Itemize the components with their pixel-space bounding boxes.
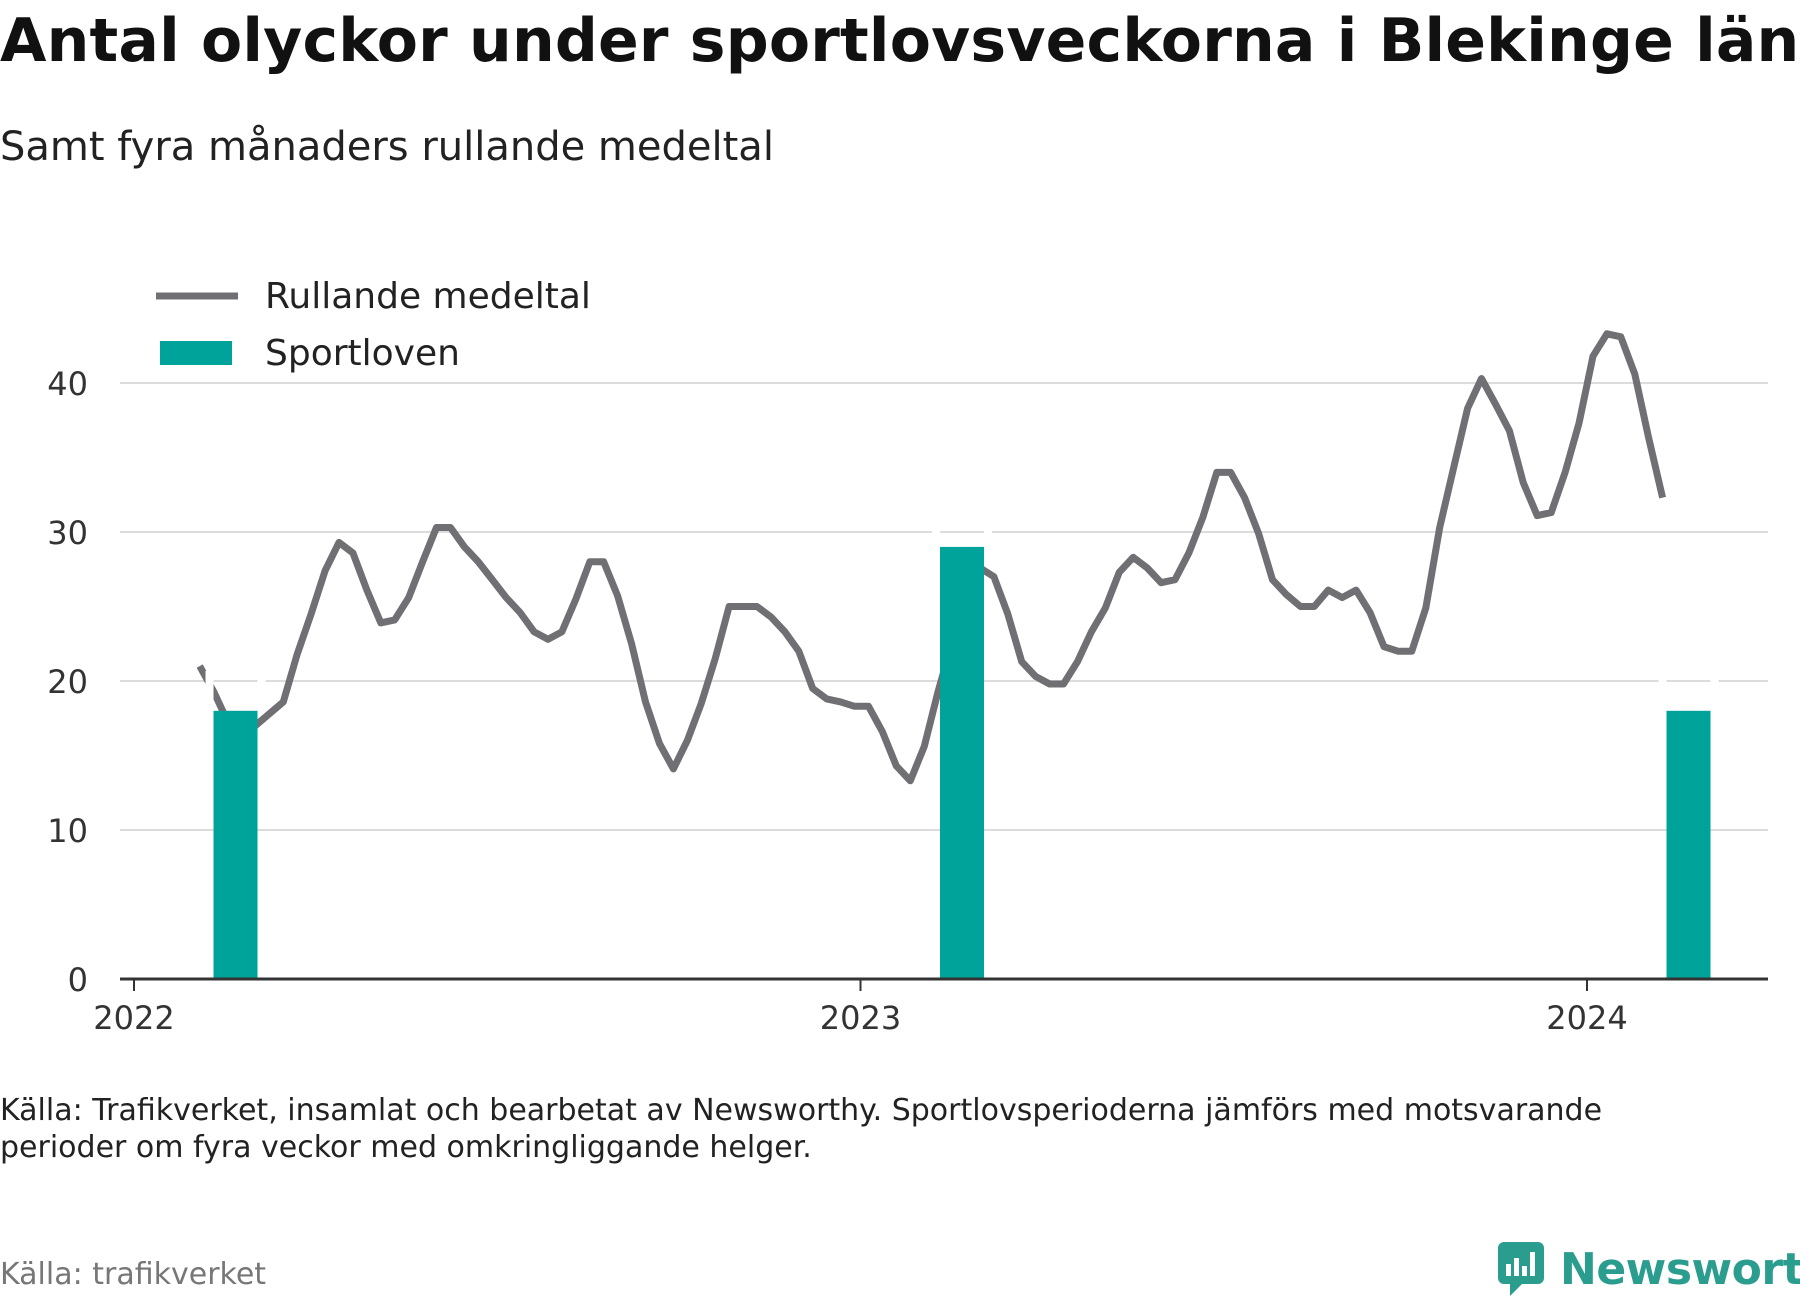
chart-subtitle: Samt fyra månaders rullande medeltal <box>0 124 774 170</box>
bar-sportloven <box>940 546 985 979</box>
bar-gap <box>257 670 266 709</box>
legend: Rullande medeltal Sportloven <box>140 268 600 378</box>
chart-title: Antal olyckor under sportlovsveckorna i … <box>0 6 1800 76</box>
legend-swatch-bar <box>160 341 232 365</box>
x-tick-label: 2024 <box>1546 999 1627 1037</box>
y-tick-label: 10 <box>47 812 88 850</box>
y-tick-labels: 0 10 20 30 40 <box>47 365 88 999</box>
bar-gap <box>984 506 993 545</box>
bar-sportloven <box>213 710 258 979</box>
legend-label: Sportloven <box>265 333 460 374</box>
line-rullande-medeltal <box>196 330 1719 785</box>
bar-sportloven <box>1666 710 1711 979</box>
x-tick-label: 2022 <box>93 999 174 1037</box>
bar-gap <box>1658 670 1667 709</box>
bars-sportloven <box>213 546 1711 979</box>
series-line-rullande-medeltal <box>196 330 1667 785</box>
bar-gap <box>1710 670 1719 709</box>
y-tick-label: 20 <box>47 663 88 701</box>
brand-logo[interactable]: Newsworthy <box>1496 1240 1800 1298</box>
chart: 0 10 20 30 40 2022 2023 2024 Rullande medeltal… <box>47 268 1768 1037</box>
newsworthy-logo-icon <box>1498 1242 1544 1296</box>
x-axis: 2022 2023 2024 <box>93 977 1768 1037</box>
credit: Källa: trafikverket <box>0 1257 267 1292</box>
y-tick-label: 40 <box>47 365 88 403</box>
brand-name: Newsworthy <box>1560 1243 1800 1295</box>
legend-label: Rullande medeltal <box>265 276 591 317</box>
y-tick-label: 0 <box>68 961 88 999</box>
bar-gap <box>932 506 941 545</box>
source-note: Källa: Trafikverket, insamlat och bearbe… <box>0 1093 1603 1165</box>
x-tick-label: 2023 <box>820 999 901 1037</box>
bar-gap <box>205 670 214 709</box>
y-tick-label: 30 <box>47 514 88 552</box>
